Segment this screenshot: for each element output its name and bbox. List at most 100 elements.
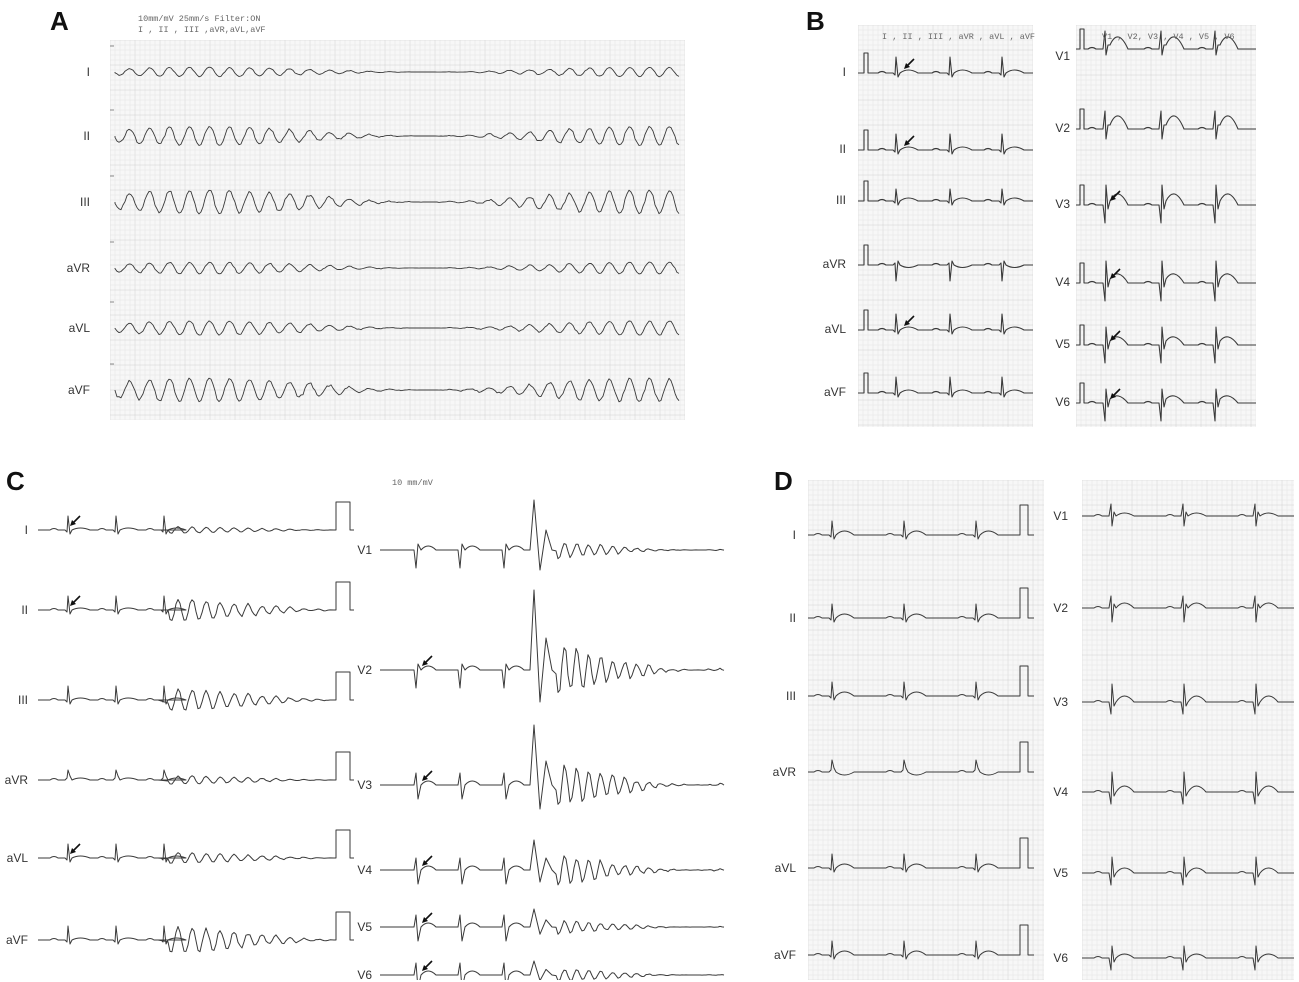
annotation-arrow-c-limb-2 [70, 843, 81, 854]
annotation-arrow-b-limb-0 [904, 58, 915, 69]
trace-c-v2 [380, 589, 725, 703]
trace-b-v5 [1076, 324, 1256, 364]
trace-c-v6 [380, 960, 725, 980]
trace-c-v5 [380, 908, 725, 942]
annotation-arrow-b-limb-2 [904, 315, 915, 326]
lead-label-b-avl: aVL [824, 322, 846, 336]
trace-b-iii [858, 180, 1033, 206]
annotation-arrow-c-limb-1 [70, 595, 81, 606]
lead-label-b-v6: V6 [1055, 395, 1070, 409]
lead-label-c-v4: V4 [357, 863, 372, 877]
trace-b-v2 [1076, 108, 1256, 140]
lead-label-c-avr: aVR [4, 773, 28, 787]
lead-label-d-avl: aVL [774, 861, 796, 875]
trace-c-avf [38, 911, 354, 953]
annotation-arrow-c-precordial-3 [422, 912, 433, 923]
trace-c-v3 [380, 724, 725, 810]
panel-b-left-header: I , II , III , aVR , aVL , aVF [882, 32, 1036, 42]
lead-label-a-iii: III [79, 195, 90, 209]
panel-d-limb-traces [808, 480, 1044, 980]
panel-b: B I , II , III , aVR , aVL , aVF V1 , V2… [800, 0, 1299, 430]
trace-c-avl [38, 829, 354, 864]
lead-label-b-i: I [842, 65, 846, 79]
panel-d-precordial-traces [1082, 480, 1294, 980]
trace-d-v6 [1082, 945, 1294, 971]
lead-label-d-avr: aVR [772, 765, 796, 779]
trace-c-ii [38, 581, 354, 621]
trace-d-avf [808, 924, 1034, 960]
panel-c-limb-traces [38, 501, 354, 953]
trace-d-v5 [1082, 856, 1294, 886]
trace-a-i [114, 66, 680, 78]
lead-label-c-avl: aVL [6, 851, 28, 865]
lead-label-c-ii: II [21, 603, 28, 617]
trace-a-avr [114, 261, 680, 275]
annotation-arrow-c-precordial-1 [422, 770, 433, 781]
panel-c-right-strip [380, 480, 730, 980]
panel-d: D I II III aVR aVL aVF V1 V2 V3 V4 V5 V6 [760, 460, 1299, 980]
annotation-arrow-b-precordial-1 [1110, 268, 1121, 279]
trace-d-iii [808, 665, 1034, 701]
lead-label-b-avf: aVF [823, 385, 846, 399]
trace-c-v1 [380, 499, 725, 571]
annotation-arrow-c-precordial-0 [422, 655, 433, 666]
trace-b-v1 [1076, 28, 1256, 56]
trace-d-i [808, 504, 1034, 540]
panel-letter-a: A [50, 6, 69, 36]
panel-b-right-header: V1 , V2, V3 , V4 , V5 , V6 [1102, 32, 1235, 42]
trace-a-avl [114, 320, 680, 336]
lead-label-c-v6: V6 [357, 968, 372, 982]
lead-label-d-i: I [792, 528, 796, 542]
lead-label-d-iii: III [785, 689, 796, 703]
lead-label-d-v4: V4 [1053, 785, 1068, 799]
trace-d-ii [808, 587, 1034, 623]
annotation-arrow-b-precordial-2 [1110, 330, 1121, 341]
panel-a-traces [110, 40, 685, 420]
panel-a-grid [110, 40, 685, 420]
lead-label-a-avr: aVR [66, 261, 90, 275]
lead-label-c-i: I [24, 523, 28, 537]
lead-label-c-v2: V2 [357, 663, 372, 677]
lead-label-a-ii: II [83, 129, 90, 143]
annotation-arrow-c-precordial-2 [422, 855, 433, 866]
trace-d-avl [808, 837, 1034, 873]
lead-label-d-v1: V1 [1053, 509, 1068, 523]
trace-c-iii [38, 671, 354, 711]
lead-label-d-avf: aVF [773, 948, 796, 962]
lead-label-b-v3: V3 [1055, 197, 1070, 211]
panel-letter-d: D [774, 466, 793, 496]
panel-b-left-grid [858, 25, 1033, 427]
lead-label-b-avr: aVR [822, 257, 846, 271]
panel-d-right-grid [1082, 480, 1294, 980]
lead-label-a-i: I [86, 65, 90, 79]
trace-d-v4 [1082, 771, 1294, 805]
lead-label-a-avl: aVL [68, 321, 90, 335]
lead-label-c-v1: V1 [357, 543, 372, 557]
trace-b-avl [858, 309, 1033, 335]
annotation-arrow-b-precordial-3 [1110, 388, 1121, 399]
lead-label-b-ii: II [839, 142, 846, 156]
lead-label-b-v4: V4 [1055, 275, 1070, 289]
panel-b-limb-traces [858, 25, 1033, 427]
trace-b-v6 [1076, 382, 1256, 422]
trace-b-i [858, 52, 1033, 78]
lead-label-d-v2: V2 [1053, 601, 1068, 615]
panel-c-left-strip [38, 480, 358, 980]
panel-a-header-line1: 10mm/mV 25mm/s Filter:ON [138, 14, 261, 24]
trace-d-v3 [1082, 683, 1294, 715]
lead-label-d-v5: V5 [1053, 866, 1068, 880]
trace-a-iii [114, 189, 680, 215]
trace-a-avf [114, 377, 680, 403]
annotation-arrow-b-precordial-0 [1110, 190, 1121, 201]
lead-label-d-ii: II [789, 611, 796, 625]
panel-a: A 10mm/mV 25mm/s Filter:ON I , II , III … [0, 0, 700, 430]
trace-b-avf [858, 372, 1033, 398]
panel-b-precordial-traces [1076, 25, 1256, 427]
lead-label-b-iii: III [835, 193, 846, 207]
trace-d-v1 [1082, 503, 1294, 527]
lead-label-c-avf: aVF [5, 933, 28, 947]
lead-label-b-v1: V1 [1055, 49, 1070, 63]
annotation-arrow-c-limb-0 [70, 515, 81, 526]
trace-a-ii [114, 125, 680, 146]
panel-d-left-grid [808, 480, 1044, 980]
